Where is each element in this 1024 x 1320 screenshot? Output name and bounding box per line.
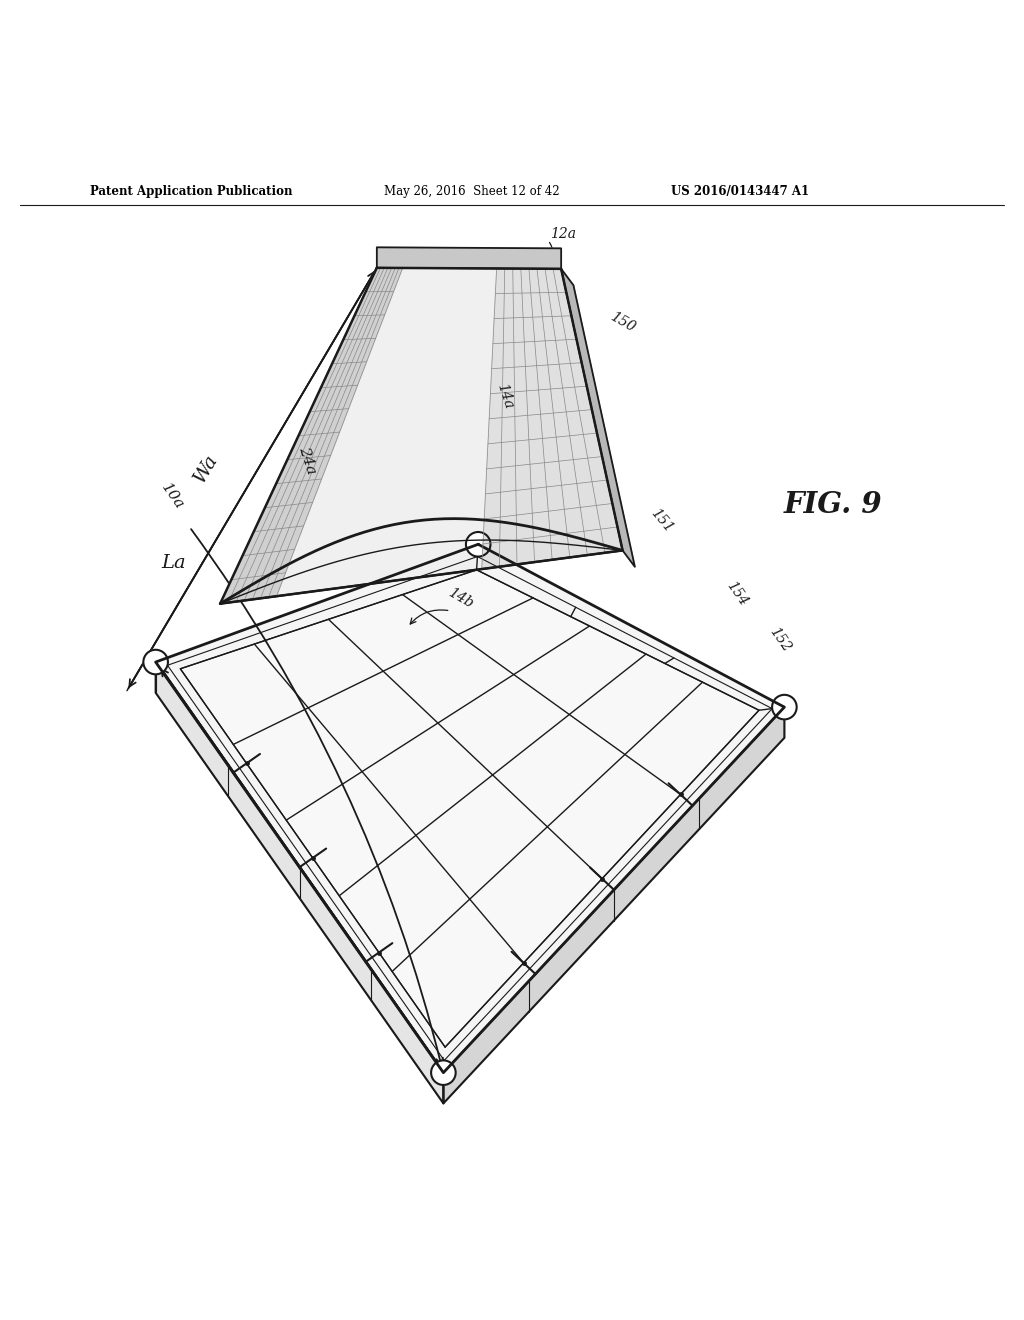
Text: La: La bbox=[162, 553, 186, 572]
Circle shape bbox=[772, 694, 797, 719]
Text: 12a: 12a bbox=[550, 227, 577, 242]
Text: Wa: Wa bbox=[190, 451, 221, 487]
Polygon shape bbox=[561, 269, 635, 566]
Text: 14a: 14a bbox=[495, 381, 515, 411]
Polygon shape bbox=[220, 268, 402, 603]
Text: 151: 151 bbox=[647, 506, 676, 536]
Polygon shape bbox=[220, 268, 623, 603]
Text: 150: 150 bbox=[607, 309, 638, 335]
Circle shape bbox=[466, 532, 490, 557]
Polygon shape bbox=[156, 544, 784, 1073]
Text: 24a: 24a bbox=[296, 445, 318, 477]
Polygon shape bbox=[180, 570, 759, 1047]
Polygon shape bbox=[443, 708, 784, 1104]
Circle shape bbox=[143, 649, 168, 675]
Text: 154: 154 bbox=[724, 578, 751, 609]
Polygon shape bbox=[481, 268, 623, 569]
Text: 14b: 14b bbox=[445, 586, 476, 611]
Text: Patent Application Publication: Patent Application Publication bbox=[90, 185, 293, 198]
Text: FIG. 9: FIG. 9 bbox=[783, 490, 882, 519]
Polygon shape bbox=[156, 663, 443, 1104]
Polygon shape bbox=[377, 247, 561, 269]
Text: US 2016/0143447 A1: US 2016/0143447 A1 bbox=[671, 185, 809, 198]
Text: May 26, 2016  Sheet 12 of 42: May 26, 2016 Sheet 12 of 42 bbox=[384, 185, 560, 198]
Text: 152: 152 bbox=[767, 624, 794, 655]
Text: 10a: 10a bbox=[158, 480, 186, 512]
Circle shape bbox=[431, 1060, 456, 1085]
